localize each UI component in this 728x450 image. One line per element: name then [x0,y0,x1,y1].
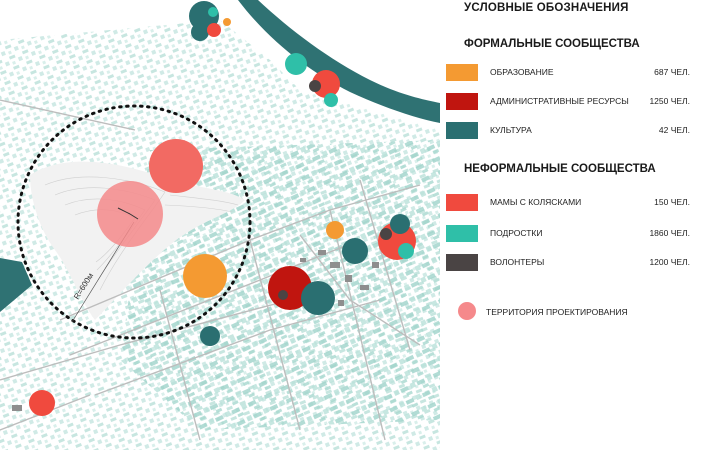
marker-teenagers[interactable] [208,7,218,17]
marker-teenagers[interactable] [285,53,307,75]
river [238,0,440,123]
teenagers-swatch [446,225,478,242]
legend-item-label: МАМЫ С КОЛЯСКАМИ [490,197,582,207]
legend-item-count: 1250 ЧЕЛ. [649,96,690,106]
mothers-swatch [446,194,478,211]
legend-item-count: 1860 ЧЕЛ. [649,228,690,238]
marker-mothers[interactable] [207,23,221,37]
marker-culture[interactable] [301,281,335,315]
legend-item-count: 42 ЧЕЛ. [658,125,690,135]
legend-item-count: 1200 ЧЕЛ. [649,257,690,267]
territory-swatch [458,302,476,320]
marker-teenagers[interactable] [398,243,414,259]
radius-circle [16,104,252,340]
community-markers [29,1,416,416]
legend-item-culture: КУЛЬТУРА 42 ЧЕЛ. [446,122,696,140]
legend-item-count: 687 ЧЕЛ. [654,67,690,77]
marker-education[interactable] [326,221,344,239]
radius-pointer-2 [129,213,139,220]
legend-item-count: 150 ЧЕЛ. [654,197,690,207]
road-network [0,99,421,441]
marker-culture[interactable] [200,326,220,346]
marker-volunteers[interactable] [309,80,321,92]
legend-panel: УСЛОВНЫЕ ОБОЗНАЧЕНИЯ ФОРМАЛЬНЫЕ СООБЩЕСТ… [440,0,728,450]
marker-mothers[interactable] [29,390,55,416]
legend-item-education: ОБРАЗОВАНИЕ 687 ЧЕЛ. [446,64,696,82]
legend-item-teenagers: ПОДРОСТКИ 1860 ЧЕЛ. [446,225,696,243]
radius-pointer [117,207,131,215]
culture-swatch [446,122,478,139]
legend-item-label: ПОДРОСТКИ [490,228,543,238]
formal-heading: ФОРМАЛЬНЫЕ СООБЩЕСТВА [464,38,640,50]
legend-item-volunteers: ВОЛОНТЕРЫ 1200 ЧЕЛ. [446,254,696,272]
informal-heading: НЕФОРМАЛЬНЫЕ СООБЩЕСТВА [464,163,656,175]
marker-teenagers[interactable] [324,93,338,107]
marker-education[interactable] [183,254,227,298]
legend-item-administrative: АДМИНИСТРАТИВНЫЕ РЕСУРСЫ 1250 ЧЕЛ. [446,93,696,111]
volunteers-swatch [446,254,478,271]
administrative-swatch [446,93,478,110]
legend-item-label: КУЛЬТУРА [490,125,532,135]
marker-administrative[interactable] [268,266,312,310]
legend-item-label: АДМИНИСТРАТИВНЫЕ РЕСУРСЫ [490,96,629,106]
education-swatch [446,64,478,81]
legend-item-label: ВОЛОНТЕРЫ [490,257,545,267]
marker-culture[interactable] [390,214,410,234]
marker-education[interactable] [223,18,231,26]
marker-culture[interactable] [342,238,368,264]
green-area-west [0,258,32,312]
marker-culture[interactable] [191,23,209,41]
marker-mothers[interactable] [312,70,340,98]
legend-item-label: ОБРАЗОВАНИЕ [490,67,554,77]
central-buildings [12,250,379,411]
design-territory-secondary[interactable] [149,139,203,193]
legend-item-mothers: МАМЫ С КОЛЯСКАМИ 150 ЧЕЛ. [446,194,696,212]
map-canvas[interactable]: R=600м [0,0,440,450]
territory-label: ТЕРРИТОРИЯ ПРОЕКТИРОВАНИЯ [486,307,628,317]
legend-title: УСЛОВНЫЕ ОБОЗНАЧЕНИЯ [464,2,629,14]
marker-volunteers[interactable] [380,228,392,240]
marker-volunteers[interactable] [278,290,288,300]
